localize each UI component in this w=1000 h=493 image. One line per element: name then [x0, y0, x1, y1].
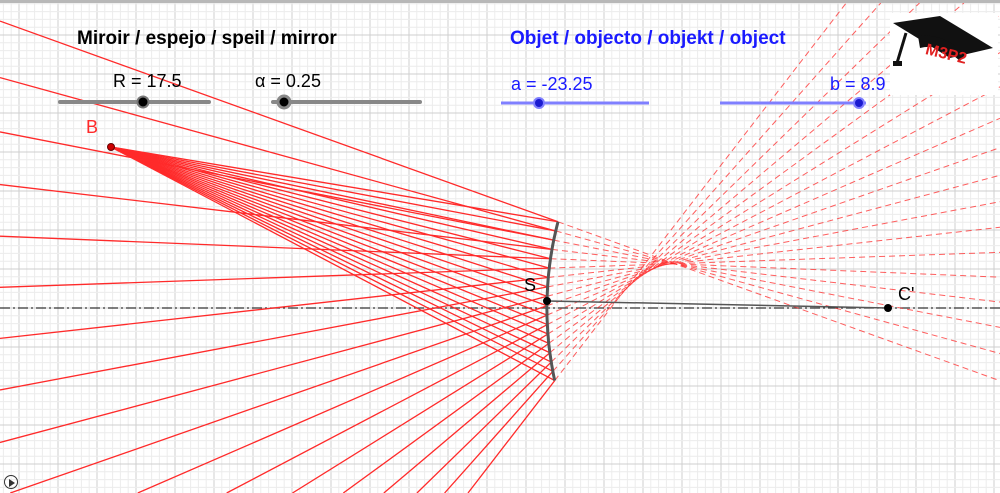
point-c[interactable] — [884, 304, 892, 312]
reflected-ray — [0, 276, 549, 340]
slider-alpha-handle[interactable] — [276, 94, 292, 110]
reflected-ray — [383, 352, 551, 493]
play-icon[interactable] — [4, 475, 18, 489]
reflected-ray — [416, 361, 552, 493]
incident-ray — [110, 146, 550, 344]
incident-ray — [110, 146, 552, 363]
segment-s-c — [546, 300, 889, 309]
virtual-ray — [553, 239, 1000, 328]
slider-r-handle[interactable] — [136, 95, 150, 109]
slider-r-label: R = 17.5 — [113, 71, 182, 91]
incident-ray — [110, 146, 550, 269]
incident-ray — [110, 146, 548, 297]
incident-ray — [110, 146, 553, 251]
point-s-label: S — [524, 275, 537, 295]
incident-ray — [110, 146, 556, 232]
point-c-label: C' — [898, 284, 915, 304]
virtual-ray — [548, 226, 1000, 278]
reflected-ray — [0, 131, 554, 241]
reflected-ray — [292, 333, 549, 493]
incident-ray — [110, 146, 549, 335]
incident-ray — [110, 146, 548, 288]
reflected-ray — [137, 314, 548, 493]
point-s[interactable] — [543, 297, 551, 305]
graphics-view[interactable] — [0, 3, 1000, 493]
slider-alpha-label: α = 0.25 — [255, 71, 321, 91]
virtual-ray — [552, 3, 882, 372]
virtual-ray — [546, 117, 1000, 316]
slider-b-handle[interactable] — [853, 97, 865, 109]
virtual-ray — [550, 258, 1000, 278]
window-top-border — [0, 0, 1000, 3]
incident-ray — [110, 146, 554, 241]
incident-ray — [110, 146, 556, 382]
virtual-ray — [547, 201, 1000, 288]
point-b[interactable] — [107, 143, 115, 151]
virtual-ray — [555, 230, 1000, 354]
incident-ray — [110, 146, 559, 223]
object-title: Objet / objecto / objekt / object — [510, 28, 786, 49]
slider-a-handle[interactable] — [533, 97, 545, 109]
reflected-ray — [0, 20, 559, 223]
virtual-ray — [547, 174, 1000, 297]
reflected-ray — [342, 342, 550, 493]
reflected-ray — [226, 323, 548, 493]
virtual-ray — [547, 52, 1000, 335]
incident-ray — [110, 146, 548, 307]
reflected-ray — [10, 305, 548, 493]
reflected-ray — [467, 380, 556, 493]
graduation-cap-icon — [890, 13, 998, 95]
incident-ray — [110, 146, 554, 372]
slider-b-label: b = 8.9 — [830, 74, 886, 94]
virtual-ray — [547, 86, 1000, 326]
incident-ray — [110, 146, 548, 326]
incident-ray — [110, 146, 548, 316]
reflected-ray — [0, 183, 553, 251]
reflected-ray — [444, 370, 554, 493]
reflected-ray — [0, 267, 550, 288]
virtual-ray — [551, 248, 1000, 303]
reflected-ray — [0, 235, 551, 260]
point-b-label: B — [86, 117, 99, 137]
virtual-ray — [557, 221, 1000, 382]
reflected-ray — [0, 286, 548, 391]
reflected-ray — [0, 295, 548, 444]
slider-a-label: a = -23.25 — [511, 74, 593, 94]
virtual-ray — [549, 251, 1000, 269]
mirror-title: Miroir / espejo / speil / mirror — [77, 28, 337, 49]
